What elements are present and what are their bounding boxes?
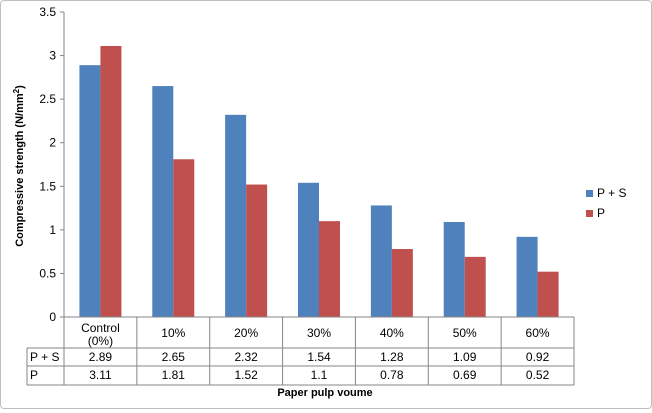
bars-group	[79, 45, 559, 318]
y-tick-label: 2	[49, 136, 56, 150]
bar-p-plus-s-5	[443, 222, 465, 317]
x-tick-label: 40%	[380, 326, 404, 340]
table-cell: 0.78	[380, 368, 404, 382]
legend: P + S P	[586, 186, 626, 220]
table-cell: 1.1	[311, 368, 328, 382]
table-cell: 1.28	[380, 350, 404, 364]
table-cell: 3.11	[89, 368, 112, 382]
bar-p-5	[464, 256, 486, 317]
table-cell: 0.92	[526, 350, 550, 364]
x-tick-label: 10%	[161, 326, 185, 340]
y-tick-label: 1	[49, 223, 56, 237]
x-tick-label: 50%	[453, 326, 477, 340]
y-tick-label: 3	[49, 49, 56, 63]
bar-p-4	[391, 249, 413, 317]
legend-swatch	[586, 190, 593, 197]
table-cell: 2.65	[162, 350, 186, 364]
bar-p-plus-s-3	[298, 182, 319, 317]
x-tick-label: Control	[81, 321, 120, 335]
y-tick-label: 0	[49, 310, 56, 324]
y-tick-label: 1.5	[39, 179, 56, 193]
x-tick-label: (0%)	[88, 334, 113, 348]
x-tick-label: 30%	[307, 326, 331, 340]
legend-swatch	[586, 210, 593, 217]
x-tick-label: 60%	[526, 326, 550, 340]
table-cell: 2.89	[89, 350, 113, 364]
table-cell: 1.54	[307, 350, 331, 364]
table-cell: 0.52	[526, 368, 550, 382]
bar-p-plus-s-1	[152, 86, 174, 317]
bar-p-6	[537, 271, 559, 317]
y-tick-label: 3.5	[39, 5, 56, 19]
y-tick-label: 0.5	[39, 266, 56, 280]
bar-p-plus-s-4	[370, 205, 392, 317]
x-tick-label: 20%	[234, 326, 258, 340]
table-cell: 1.52	[234, 368, 258, 382]
table-row-header: P + S	[30, 350, 59, 364]
legend-label: P + S	[597, 186, 626, 200]
bar-p-3	[319, 221, 340, 317]
bar-p-plus-s-6	[516, 236, 538, 317]
bar-p-plus-s-2	[225, 114, 247, 317]
table-cell: 0.69	[453, 368, 477, 382]
bar-p-plus-s-0	[79, 65, 101, 318]
legend-label: P	[597, 206, 605, 220]
table-cell: 1.09	[453, 350, 477, 364]
x-axis-title: Paper pulp voume	[277, 387, 372, 399]
y-tick-label: 2.5	[39, 92, 56, 106]
axes-group: 0 0.5 1 1.5 2 2.5 3 3.5	[39, 5, 574, 324]
table-row-header: P	[30, 368, 38, 382]
bar-p-0	[100, 45, 122, 317]
bar-p-2	[246, 184, 268, 317]
bar-p-1	[173, 159, 195, 317]
y-axis-title: Compressive strength (N/mm2)	[12, 85, 26, 247]
table-cell: 2.32	[234, 350, 258, 364]
table-cell: 1.81	[162, 368, 186, 382]
data-table: Control(0%) 10% 20% 30% 40% 50% 60% P + S 2.89 2.…	[26, 317, 575, 386]
